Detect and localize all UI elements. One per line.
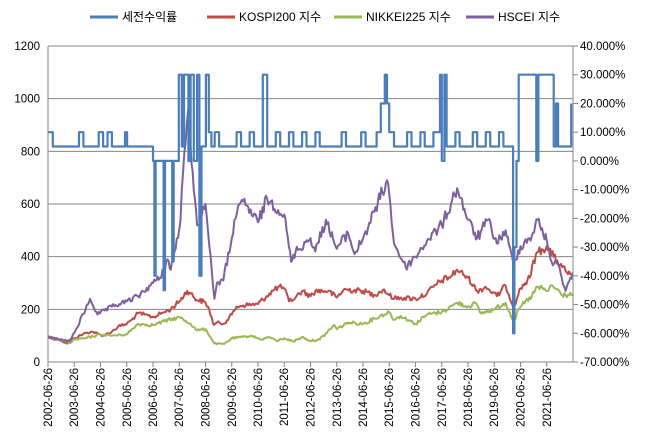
- y-right-tick-label: 10.000%: [580, 127, 625, 139]
- x-tick-label: 2019-06-26: [489, 368, 501, 427]
- x-tick-label: 2008-06-26: [201, 368, 213, 427]
- x-tick-label: 2011-06-26: [279, 368, 291, 426]
- y-right-tick-label: -10.000%: [580, 185, 629, 197]
- y-right-tick-label: -70.000%: [580, 357, 629, 369]
- x-tick-label: 2013-06-26: [332, 368, 344, 427]
- series-line-2: [47, 284, 573, 346]
- y-left-tick-label: 1200: [14, 41, 40, 53]
- series-line-0: [48, 73, 573, 335]
- x-tick-label: 2018-06-26: [463, 368, 475, 427]
- y-right-tick-label: -40.000%: [580, 271, 629, 283]
- y-right-tick-label: 20.000%: [580, 98, 625, 110]
- legend: 세전수익률 KOSPI200 지수 NIKKEI225 지수 HSCEI 지수: [90, 10, 560, 24]
- x-tick-label: 2015-06-26: [384, 368, 396, 427]
- x-tick-label: 2012-06-26: [306, 368, 318, 427]
- y-left-tick-label: 600: [21, 199, 40, 211]
- x-tick-label: 2004-06-26: [96, 368, 108, 427]
- x-tick-label: 2014-06-26: [358, 368, 370, 427]
- y-right-tick-label: -30.000%: [580, 242, 629, 254]
- x-tick-label: 2017-06-26: [437, 368, 449, 427]
- x-tick-label: 2020-06-26: [516, 368, 528, 427]
- x-tick-label: 2003-06-26: [69, 368, 81, 427]
- y-right-tick-label: 30.000%: [580, 70, 625, 82]
- y-left-tick-label: 200: [21, 304, 40, 316]
- y-left-tick-label: 1000: [14, 94, 40, 106]
- x-tick-label: 2005-06-26: [122, 368, 134, 427]
- x-tick-label: 2021-06-26: [542, 368, 554, 427]
- x-tick-label: 2006-06-26: [148, 368, 160, 427]
- y-left-tick-label: 0: [34, 357, 40, 369]
- y-right-tick-label: -60.000%: [580, 328, 629, 340]
- x-tick-label: 2010-06-26: [253, 368, 265, 427]
- series-line-3: [47, 108, 574, 343]
- x-tick-label: 2007-06-26: [174, 368, 186, 427]
- axes: 0 200 400 600 800 1000 1200 -70.000% -60.000% -50…: [14, 41, 629, 427]
- y-right-tick-label: 40.000%: [580, 41, 625, 53]
- y-right-tick-label: -20.000%: [580, 213, 629, 225]
- legend-label: KOSPI200 지수: [239, 10, 321, 24]
- y-right-tick-label: 0.000%: [580, 156, 619, 168]
- x-tick-label: 2002-06-26: [43, 368, 55, 427]
- y-left-tick-label: 400: [21, 252, 40, 264]
- y-right-tick-label: -50.000%: [580, 300, 629, 312]
- x-tick-label: 2009-06-26: [227, 368, 239, 427]
- legend-label: NIKKEI225 지수: [366, 10, 451, 24]
- y-left-tick-label: 800: [21, 146, 40, 158]
- gridlines: [48, 45, 573, 310]
- series-line-1: [47, 245, 574, 345]
- legend-label: 세전수익률: [122, 10, 177, 24]
- series-lines: [47, 73, 574, 346]
- legend-label: HSCEI 지수: [498, 10, 560, 24]
- x-tick-label: 2016-06-26: [411, 368, 423, 427]
